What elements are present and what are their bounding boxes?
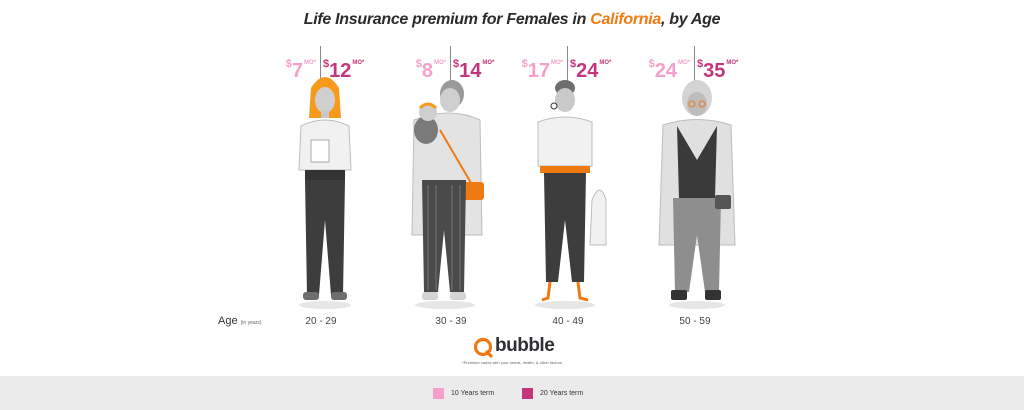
legend-label-20-years: 20 Years term: [540, 389, 584, 397]
price-unit: MO*: [352, 60, 365, 66]
price-group: $7MO* $12MO*: [276, 44, 366, 88]
bubble-logo: bubble: [473, 335, 563, 360]
price-value: 35: [703, 60, 726, 82]
age-axis-title: Age: [218, 315, 238, 327]
price-value: 24: [654, 60, 677, 82]
legend-swatch-20-years: [522, 387, 533, 399]
bubble-logo-text: bubble: [495, 335, 555, 356]
price-unit: MO*: [304, 60, 316, 66]
price-20-years: $35MO*: [697, 44, 739, 82]
chart-title-suffix: , by Age: [661, 11, 721, 28]
price-unit: MO*: [678, 60, 690, 66]
age-axis-subtitle: (in years): [240, 320, 262, 326]
price-10-years: $8MO*: [415, 44, 446, 82]
price-value: 14: [459, 60, 482, 82]
price-20-years: $24MO*: [570, 44, 612, 82]
legend-item-20-years: 20 Years term: [522, 386, 583, 400]
legend-item-10-years: 10 Years term: [433, 386, 494, 400]
currency-symbol: $: [323, 58, 330, 70]
bubble-logo-icon: [473, 337, 493, 358]
price-unit: MO*: [551, 60, 563, 66]
price-divider: [567, 46, 568, 86]
price-10-years: $24MO*: [648, 44, 690, 82]
legend: 10 Years term 20 Years term: [0, 376, 1024, 410]
price-20-years: $12MO*: [323, 44, 365, 82]
price-10-years: $17MO*: [521, 44, 563, 82]
price-divider: [320, 46, 321, 86]
price-value: 17: [527, 60, 550, 82]
age-tick-label: 30 - 39: [435, 316, 467, 327]
age-axis-label: Age (in years): [218, 315, 261, 327]
price-value: 7: [291, 60, 303, 82]
price-unit: MO*: [482, 60, 495, 66]
price-unit: MO*: [599, 60, 612, 66]
currency-symbol: $: [285, 58, 292, 70]
currency-symbol: $: [570, 58, 577, 70]
price-group: $17MO* $24MO*: [521, 44, 613, 88]
price-divider: [694, 46, 695, 86]
legend-label-10-years: 10 Years term: [451, 389, 495, 397]
price-group: $8MO* $14MO*: [406, 44, 496, 88]
price-group: $24MO* $35MO*: [648, 44, 740, 88]
chart-title-prefix: Life Insurance premium for Females in: [303, 11, 591, 28]
price-unit: MO*: [726, 60, 739, 66]
price-divider: [450, 46, 451, 86]
price-value: 24: [576, 60, 599, 82]
currency-symbol: $: [415, 58, 422, 70]
currency-symbol: $: [453, 58, 460, 70]
chart-title: Life Insurance premium for Females in Ca…: [0, 11, 1024, 29]
price-unit: MO*: [434, 60, 446, 66]
age-tick-label: 50 - 59: [679, 316, 711, 327]
woman-illustration-20-29: [298, 77, 352, 309]
currency-symbol: $: [521, 58, 528, 70]
legend-swatch-10-years: [433, 387, 444, 399]
woman-illustration-40-49: [535, 80, 607, 309]
age-tick-label: 20 - 29: [305, 316, 337, 327]
woman-illustration-50-59: [658, 80, 736, 309]
price-10-years: $7MO*: [285, 44, 316, 82]
price-value: 12: [329, 60, 352, 82]
currency-symbol: $: [697, 58, 704, 70]
price-value: 8: [421, 60, 433, 82]
chart-title-highlight: California: [590, 11, 661, 28]
woman-illustration-30-39: [411, 80, 484, 309]
price-20-years: $14MO*: [453, 44, 495, 82]
footnote: *Premium varies with your needs, health,…: [462, 360, 562, 365]
age-tick-label: 40 - 49: [552, 316, 584, 327]
currency-symbol: $: [648, 58, 655, 70]
